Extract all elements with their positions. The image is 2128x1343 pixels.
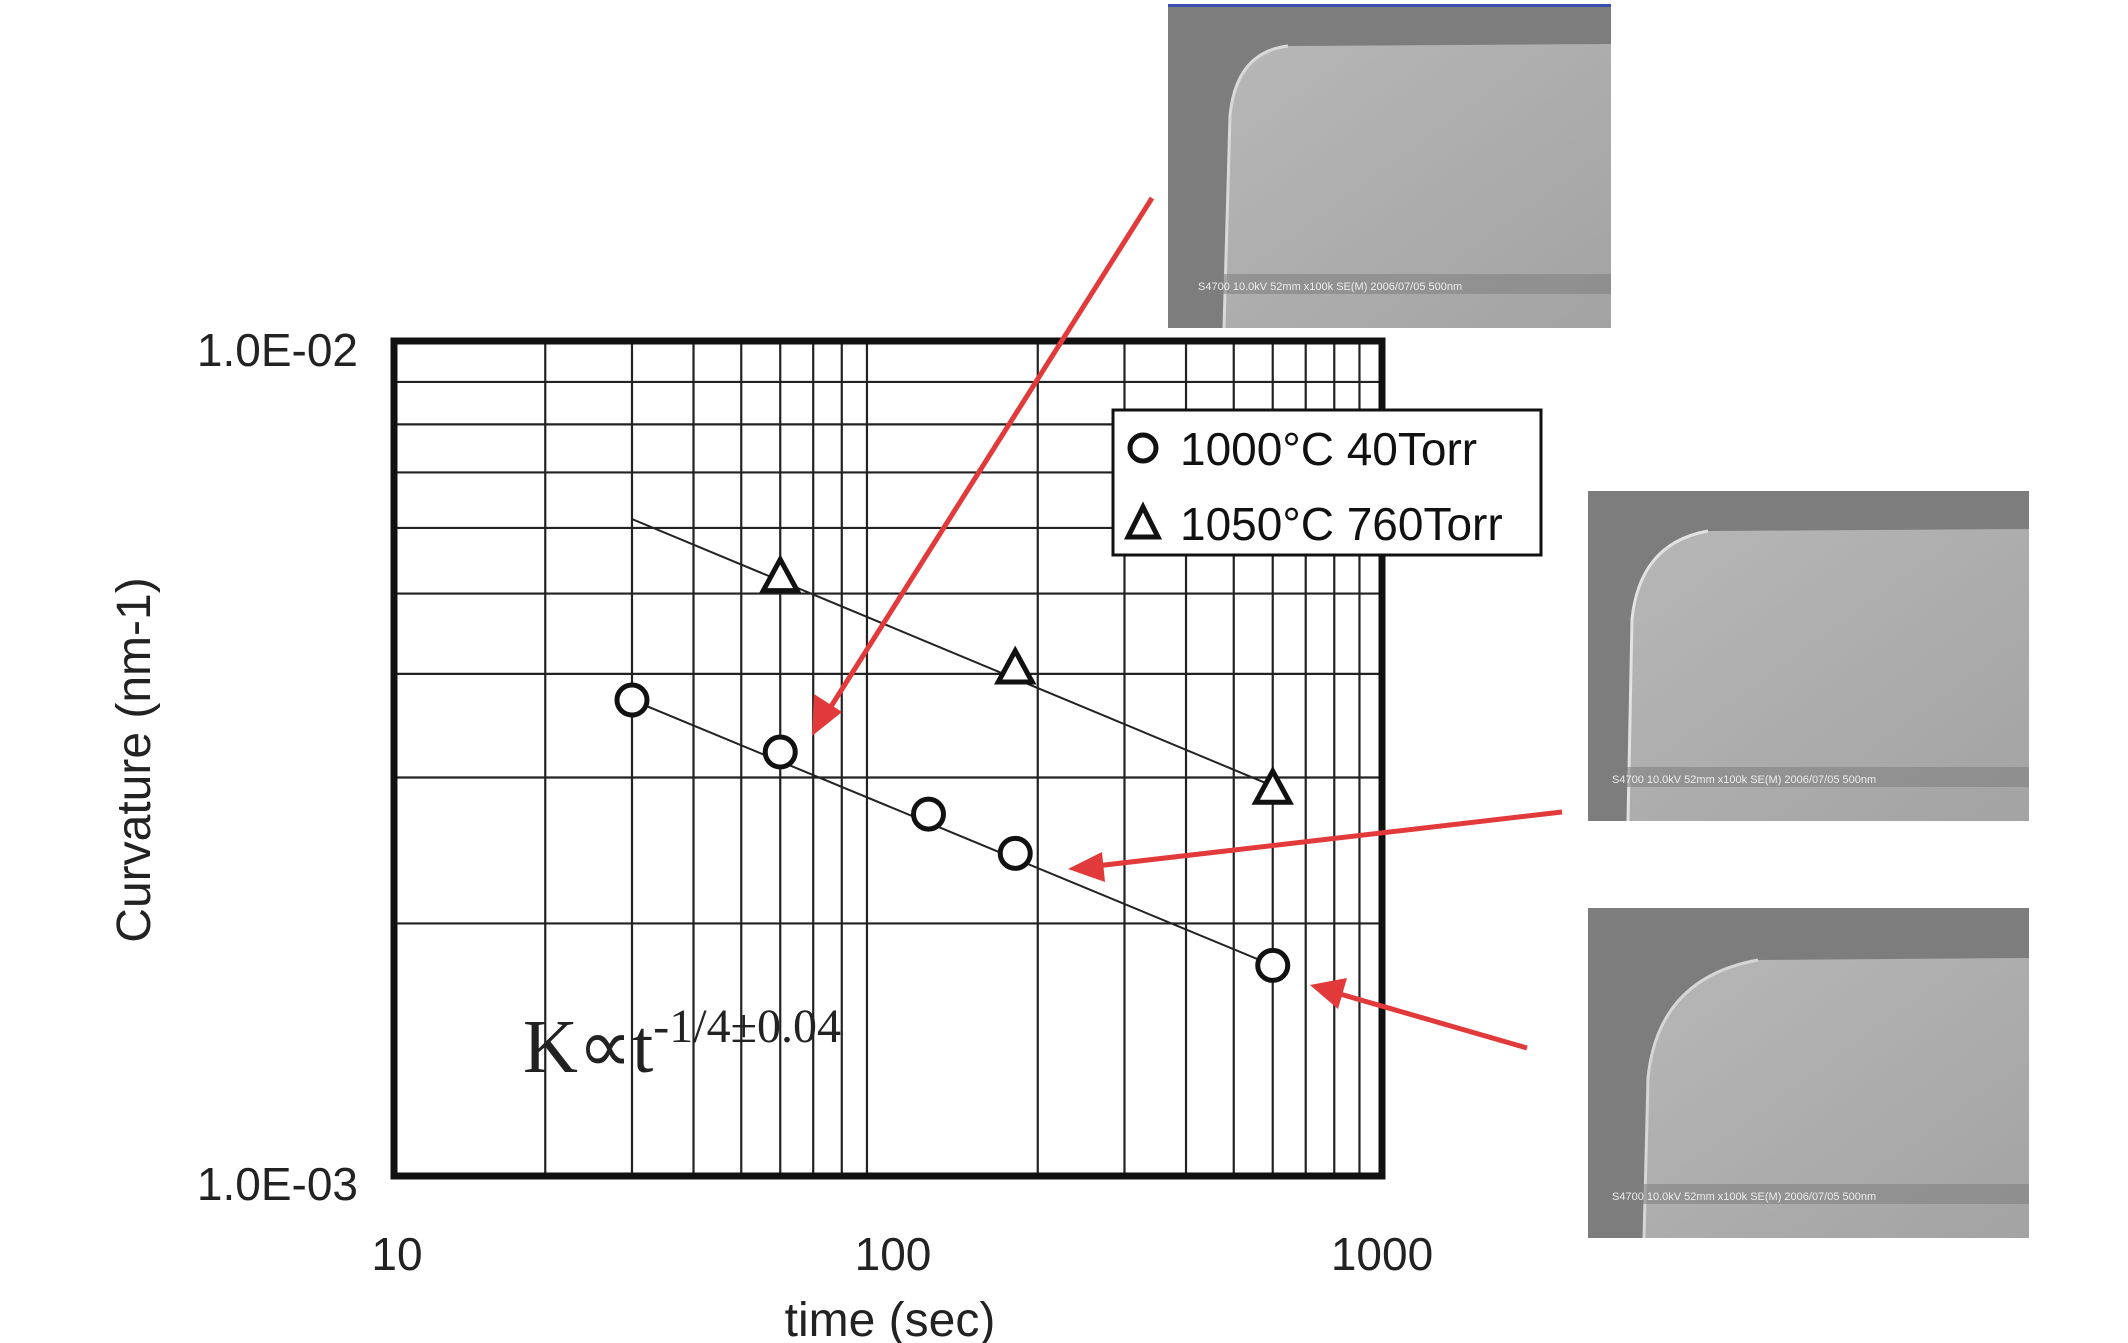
data-point-circle bbox=[614, 682, 650, 718]
sem-caption: S4700 10.0kV 52mm x100k SE(M) 2006/07/05… bbox=[1612, 1191, 1876, 1203]
x-tick-label-1000: 1000 bbox=[1331, 1228, 1433, 1280]
legend-label-series-1: 1000°C 40Torr bbox=[1180, 423, 1477, 475]
sem-micrograph-middle: S4700 10.0kV 52mm x100k SE(M) 2006/07/05… bbox=[1588, 491, 2029, 821]
fit-line-series-2 bbox=[631, 518, 1274, 787]
formula-exponent: -1/4±0.04 bbox=[653, 1000, 841, 1053]
data-point-triangle bbox=[1251, 765, 1294, 805]
arrow-line-bottom bbox=[1339, 991, 1528, 1051]
y-tick-label-top: 1.0E-02 bbox=[197, 324, 358, 376]
sem-micrograph-image: S4700 10.0kV 52mm x100k SE(M) 2006/07/05… bbox=[1588, 908, 2029, 1238]
callout-arrows bbox=[812, 196, 1563, 1051]
formula-base: K∝t bbox=[523, 1005, 653, 1089]
arrow-head-top bbox=[812, 694, 842, 736]
arrow-head-middle bbox=[1068, 852, 1105, 882]
x-tick-label-100: 100 bbox=[855, 1228, 932, 1280]
plot-frame bbox=[390, 337, 1386, 1180]
legend-box bbox=[1111, 408, 1543, 557]
data-point-circle bbox=[997, 835, 1033, 871]
legend: 1000°C 40Torr 1050°C 760Torr bbox=[1111, 408, 1543, 557]
data-point-triangle bbox=[994, 645, 1037, 685]
sem-micrograph-image: S4700 10.0kV 52mm x100k SE(M) 2006/07/05… bbox=[1588, 491, 2029, 821]
sem-micrograph-top: S4700 10.0kV 52mm x100k SE(M) 2006/07/05… bbox=[1168, 4, 1611, 328]
arrow-line-top bbox=[822, 196, 1155, 718]
sem-caption: S4700 10.0kV 52mm x100k SE(M) 2006/07/05… bbox=[1198, 281, 1462, 293]
legend-marker-circle bbox=[1127, 432, 1159, 464]
sem-micrograph-image: S4700 10.0kV 52mm x100k SE(M) 2006/07/05… bbox=[1168, 4, 1611, 328]
formula-annotation: K∝t-1/4±0.04 bbox=[523, 1000, 841, 1089]
y-axis-title: Curvature (nm-1) bbox=[108, 577, 161, 942]
data-point-circle bbox=[762, 734, 798, 770]
arrow-head-bottom bbox=[1310, 978, 1347, 1009]
legend-marker-triangle bbox=[1123, 501, 1163, 540]
fit-line-series-1 bbox=[631, 699, 1274, 967]
legend-label-series-2: 1050°C 760Torr bbox=[1180, 498, 1503, 550]
sem-micrograph-bottom: S4700 10.0kV 52mm x100k SE(M) 2006/07/05… bbox=[1588, 908, 2029, 1238]
data-point-triangle bbox=[759, 554, 802, 594]
data-markers bbox=[614, 554, 1294, 983]
arrow-line-middle bbox=[1095, 809, 1563, 869]
fit-lines bbox=[631, 518, 1274, 967]
sem-caption: S4700 10.0kV 52mm x100k SE(M) 2006/07/05… bbox=[1612, 774, 1876, 786]
x-axis-title: time (sec) bbox=[785, 1294, 996, 1343]
data-point-circle bbox=[1255, 947, 1291, 983]
y-tick-label-bottom: 1.0E-03 bbox=[197, 1158, 358, 1210]
data-point-circle bbox=[910, 796, 946, 832]
x-tick-label-10: 10 bbox=[371, 1228, 422, 1280]
